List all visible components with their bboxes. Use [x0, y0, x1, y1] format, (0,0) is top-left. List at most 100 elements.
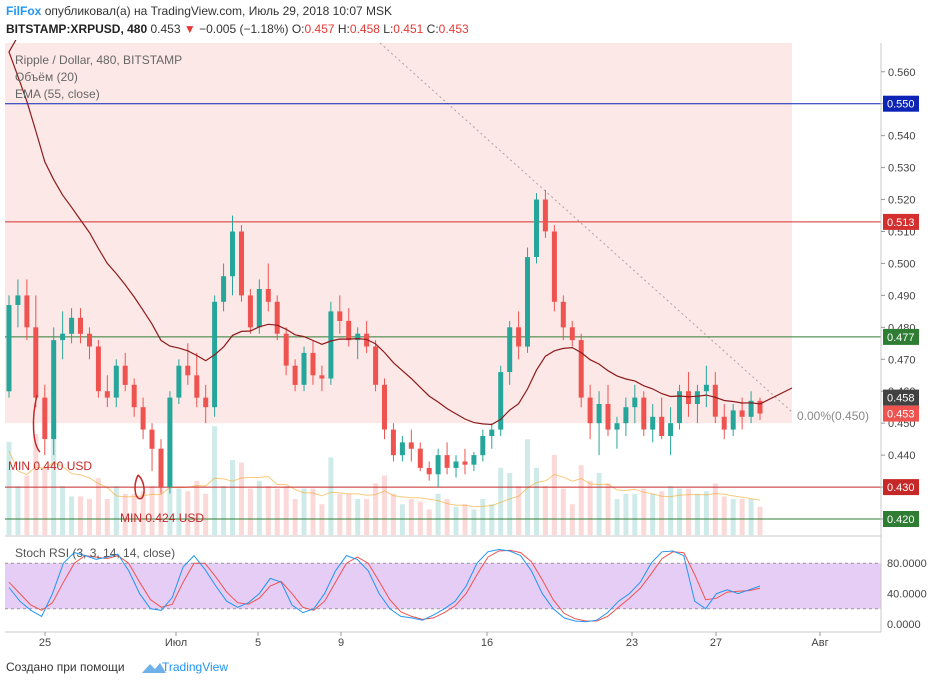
- candle-body: [444, 455, 450, 468]
- candle-body: [462, 461, 468, 465]
- time-axis[interactable]: 25 Июл 5 9 16 23 27 Авг: [39, 632, 829, 649]
- volume-bar: [301, 488, 307, 535]
- legend-volume[interactable]: Объём (20): [15, 70, 78, 84]
- price-tag[interactable]: [883, 405, 919, 422]
- volume-bar: [194, 480, 200, 535]
- candle-body: [256, 289, 262, 328]
- volume-bar: [578, 465, 584, 535]
- price-tag-label: 0.430: [887, 482, 915, 494]
- candle-body: [703, 384, 709, 392]
- price-levels: [5, 103, 881, 520]
- price-tag[interactable]: [883, 213, 919, 230]
- volume-bar: [498, 467, 504, 535]
- price-tag-label: 0.477: [887, 332, 915, 344]
- volume-bar: [739, 499, 745, 535]
- candle-body: [435, 455, 441, 475]
- candle-body: [265, 289, 271, 302]
- y-tick-label: 0.530: [888, 163, 916, 175]
- candle-body: [542, 199, 548, 232]
- candle-body: [382, 384, 387, 430]
- volume-bar: [247, 488, 253, 535]
- candle-body: [42, 397, 48, 440]
- candle-body: [364, 333, 370, 347]
- volume-bar: [274, 488, 280, 535]
- candle-body: [176, 365, 182, 398]
- publish-info: опубликовал(а) на TradingView.com, Июль …: [44, 4, 393, 18]
- candle-body: [578, 340, 584, 398]
- candle-body: [659, 416, 665, 436]
- price-tag-label: 0.513: [887, 217, 915, 229]
- volume-bar: [614, 499, 620, 535]
- candle-body: [650, 416, 656, 430]
- volume-bar: [328, 457, 334, 535]
- price-tag[interactable]: [883, 511, 919, 527]
- volume-bar: [283, 486, 289, 535]
- candle-body: [426, 467, 432, 475]
- candle-body: [605, 404, 611, 430]
- volume-bar: [364, 499, 370, 535]
- y-tick-label: 0.540: [888, 131, 916, 143]
- volume-bar: [131, 493, 137, 535]
- volume-bar: [87, 499, 92, 535]
- price-chart[interactable]: MIN 0.440 USD MIN 0.424 USD 0.00%(0.450)…: [0, 40, 939, 652]
- candle-body: [569, 327, 575, 341]
- open-value: 0.457: [304, 22, 335, 36]
- author-name[interactable]: FilFox: [6, 4, 42, 18]
- candle-body: [686, 391, 691, 404]
- y-tick-label: 0.560: [888, 67, 916, 79]
- candle-body: [721, 416, 727, 430]
- volume-bar: [212, 426, 218, 535]
- volume-bar: [176, 488, 182, 535]
- tradingview-logo-icon[interactable]: [141, 661, 167, 675]
- candle-body: [408, 442, 414, 449]
- volume-bar: [69, 496, 75, 535]
- volume-bar: [310, 488, 316, 535]
- price-tag[interactable]: [883, 95, 919, 112]
- candle-body: [140, 407, 146, 430]
- x-tick-label: Авг: [811, 637, 828, 649]
- high-value: 0.458: [349, 22, 380, 36]
- candle-body: [104, 391, 110, 398]
- candle-body: [78, 317, 83, 334]
- volume-bar: [721, 496, 727, 535]
- candle-body: [87, 333, 92, 347]
- volume-bar: [659, 491, 665, 535]
- rsi-axis[interactable]: 80.0000 40.0000 0.0000: [887, 558, 927, 631]
- volume-bar: [650, 493, 656, 535]
- candle-body: [328, 311, 334, 379]
- price-change: −0.005 (−1.18%): [199, 22, 289, 36]
- rsi-d-line: [8, 549, 761, 622]
- price-tag[interactable]: [883, 328, 919, 345]
- volume-ma-line: [8, 450, 761, 508]
- rsi-tick-label: 80.0000: [887, 558, 927, 570]
- candle-body: [596, 404, 602, 424]
- price-tag-label: 0.458: [887, 393, 915, 405]
- candle-body: [95, 346, 101, 392]
- candle-body: [560, 301, 566, 328]
- volume-bar: [542, 486, 548, 535]
- volume-bar: [677, 488, 682, 535]
- candle-body: [33, 327, 39, 398]
- candle-body: [373, 346, 379, 385]
- price-axis[interactable]: 0.5600.5500.5400.5300.5200.5100.5000.490…: [881, 67, 919, 527]
- candle-body: [15, 295, 21, 305]
- legend-ema[interactable]: EMA (55, close): [15, 87, 100, 101]
- candle-body: [274, 301, 280, 334]
- candle-body: [51, 340, 57, 440]
- candle-body: [337, 311, 343, 321]
- volume-bar: [382, 475, 387, 535]
- candle-body: [534, 199, 539, 257]
- volume-bar: [426, 509, 432, 535]
- volume-bar: [453, 506, 459, 535]
- candle-body: [399, 442, 405, 456]
- candle-body: [516, 327, 522, 347]
- candle-body: [283, 333, 289, 366]
- price-tag-label: 0.453: [887, 409, 915, 421]
- trend-line[interactable]: [379, 42, 793, 413]
- candle-body: [247, 295, 253, 328]
- footer-brand-link[interactable]: TradingView: [161, 660, 229, 674]
- price-tag[interactable]: [883, 389, 919, 406]
- volume-bar: [185, 491, 191, 535]
- price-tag[interactable]: [883, 479, 919, 496]
- volume-bar: [60, 486, 66, 535]
